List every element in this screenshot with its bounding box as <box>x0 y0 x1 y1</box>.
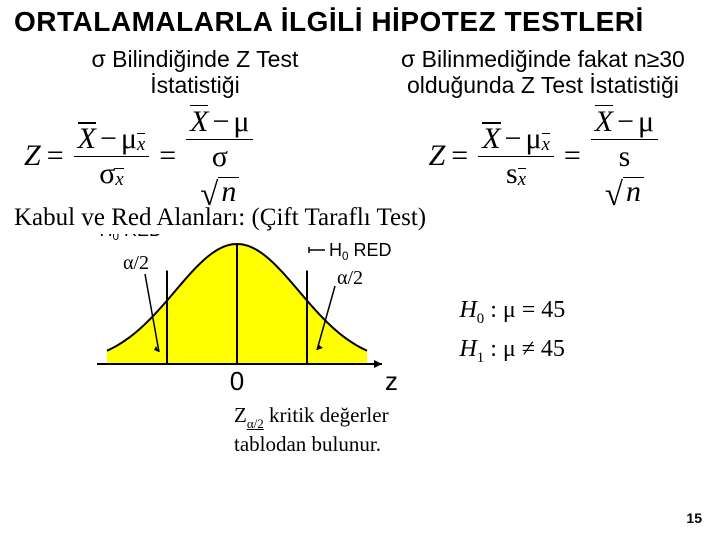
page-number: 15 <box>686 510 702 526</box>
svg-text:α/2: α/2 <box>337 267 363 289</box>
subhead-right-line2: olduğunda Z Test İstatistiği <box>407 72 679 98</box>
subheading-sigma-known: σ Bilindiğinde Z Test İstatistiği <box>14 46 376 99</box>
svg-text:z: z <box>385 366 398 396</box>
normal-curve-figure: H0 RED α/2 H0 RED α/2 0 z <box>67 234 407 409</box>
subhead-left-line2: İstatistiği <box>150 72 239 98</box>
critical-values-note: Zα/2 kritik değerler tablodan bulunur. <box>234 403 710 457</box>
formula-z-sigma-unknown: Z = X − μx sx = X − <box>381 105 710 207</box>
subhead-left-line1: σ Bilindiğinde Z Test <box>92 46 299 72</box>
formula-z-sigma-known: Z = X − μx σx = X − <box>14 105 381 207</box>
svg-text:H0 RED: H0 RED <box>99 234 162 243</box>
svg-text:α/2: α/2 <box>123 252 149 274</box>
subhead-right-line1: σ Bilinmediğinde fakat n≥30 <box>401 46 685 72</box>
hypotheses-block: H0 : μ = 45 H1 : μ ≠ 45 <box>459 234 710 409</box>
h0-line: H0 : μ = 45 <box>459 297 565 328</box>
svg-text:H0 RED: H0 RED <box>329 240 392 263</box>
h1-line: H1 : μ ≠ 45 <box>459 336 565 367</box>
subheading-sigma-unknown: σ Bilinmediğinde fakat n≥30 olduğunda Z … <box>376 46 710 99</box>
page-title: ORTALAMALARLA İLGİLİ HİPOTEZ TESTLERİ <box>14 6 710 38</box>
svg-text:0: 0 <box>229 366 243 396</box>
